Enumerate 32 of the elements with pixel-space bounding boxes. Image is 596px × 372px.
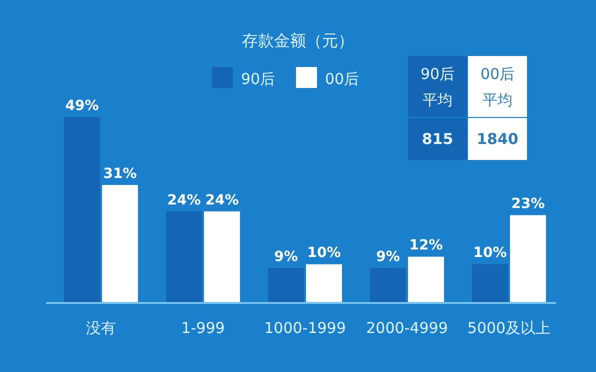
x-tick-label: 2000-4999: [366, 319, 448, 337]
bar: [370, 268, 406, 302]
annotation: 815: [422, 129, 454, 150]
bar: [64, 117, 100, 302]
text: 00后平均: [479, 64, 516, 110]
data-label: 12%: [409, 238, 443, 254]
data-label: 10%: [307, 245, 341, 262]
bar: [166, 211, 202, 302]
bar: [408, 256, 444, 302]
legend-label: 00后: [324, 70, 360, 88]
bar: [510, 215, 546, 302]
data-label: 24%: [205, 192, 239, 208]
bar: [102, 184, 138, 302]
x-tick-label: 没有: [86, 319, 116, 337]
data-label: 23%: [511, 196, 545, 212]
bar: [268, 268, 304, 302]
data-label: 24%: [167, 192, 201, 208]
data-label: 31%: [103, 166, 137, 182]
data-label: 9%: [274, 249, 298, 266]
legend-label: 90后: [240, 70, 276, 88]
bar: [306, 264, 342, 302]
bar: [204, 211, 240, 302]
data-label: 49%: [65, 98, 99, 114]
annotation: 1840: [476, 129, 518, 150]
data-label: 10%: [473, 245, 507, 262]
chart-title: 存款金额（元）: [242, 31, 354, 50]
text: 90后平均: [419, 64, 456, 110]
data-label: 9%: [376, 249, 400, 266]
x-tick-label: 1000-1999: [264, 319, 346, 337]
x-tick-label: 5000及以上: [467, 319, 551, 337]
bar: [472, 264, 508, 302]
x-tick-label: 1-999: [181, 319, 225, 337]
